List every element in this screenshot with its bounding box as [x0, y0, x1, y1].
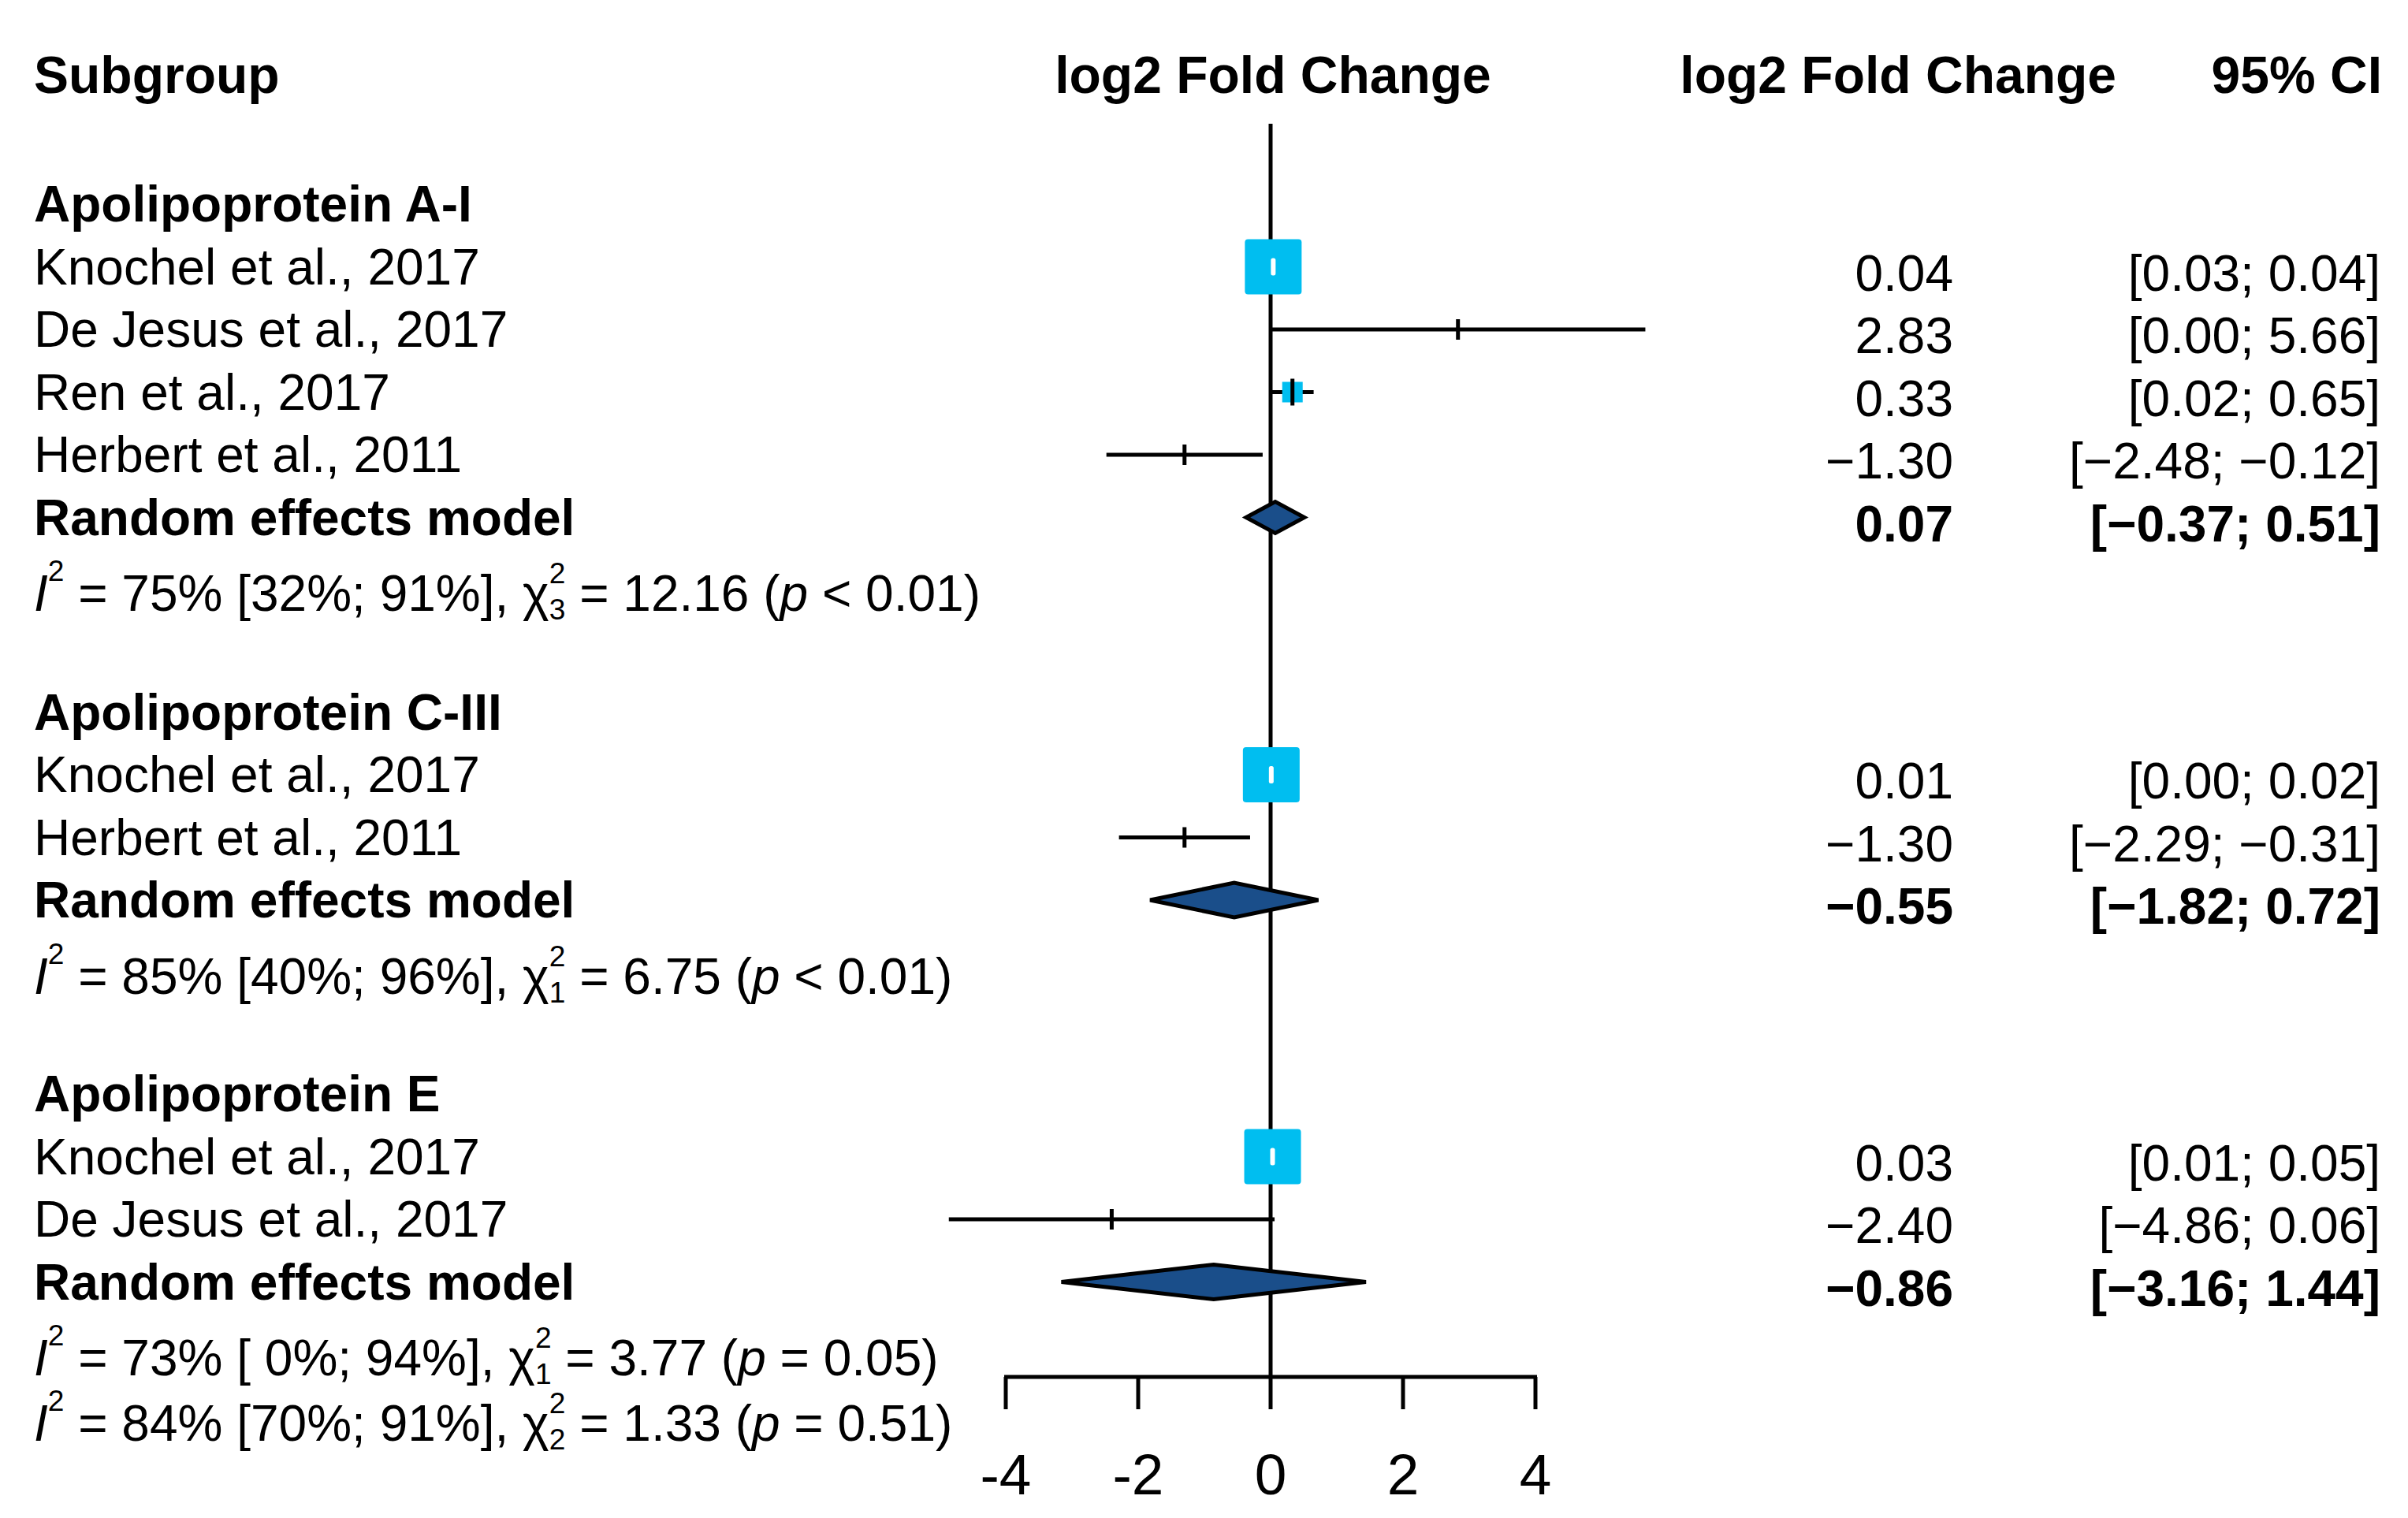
- study-value: −2.40: [1826, 1198, 1953, 1253]
- heterogeneity-stats: I2 = 75% [32%; 91%], χ23 = 12.16 (p < 0.…: [34, 555, 981, 610]
- study-label: Herbert et al., 2011: [34, 427, 462, 482]
- study-label: Knochel et al., 2017: [34, 240, 480, 295]
- point-estimate-tick: [1269, 766, 1274, 783]
- summary-diamond: [1246, 502, 1304, 534]
- heterogeneity-stats: I2 = 73% [ 0%; 94%], χ21 = 3.77 (p = 0.0…: [34, 1319, 939, 1375]
- study-ci: [−4.86; 0.06]: [2098, 1198, 2380, 1253]
- subgroup-header: Subgroup: [34, 47, 280, 102]
- value-column-header: log2 Fold Change: [1680, 47, 2116, 102]
- study-value: 0.01: [1855, 753, 1953, 809]
- subgroup-title: Apolipoprotein A-I: [34, 177, 472, 232]
- x-axis-tick-label: 0: [1255, 1445, 1287, 1505]
- x-axis-tick-label: -4: [981, 1445, 1032, 1505]
- study-ci: [0.03; 0.04]: [2128, 246, 2380, 301]
- study-ci: [−3.16; 1.44]: [2090, 1261, 2380, 1316]
- plot-title-header: log2 Fold Change: [1055, 47, 1491, 102]
- study-label: Ren et al., 2017: [34, 365, 390, 420]
- study-value: −1.30: [1826, 817, 1953, 872]
- heterogeneity-stats: I2 = 85% [40%; 96%], χ21 = 6.75 (p < 0.0…: [34, 938, 952, 993]
- study-label: Knochel et al., 2017: [34, 747, 480, 802]
- subgroup-title: Apolipoprotein C-III: [34, 685, 502, 740]
- point-estimate-tick: [1271, 1148, 1275, 1166]
- ci-column-header: 95% CI: [2212, 47, 2382, 102]
- summary-diamond: [1150, 883, 1318, 917]
- x-axis-tick-label: 2: [1387, 1445, 1420, 1505]
- study-label: Knochel et al., 2017: [34, 1129, 480, 1185]
- study-value: 0.04: [1855, 246, 1953, 301]
- forest-plot: Subgroup log2 Fold Change log2 Fold Chan…: [0, 0, 2408, 1518]
- study-ci: [0.01; 0.05]: [2128, 1136, 2380, 1191]
- study-ci: [−0.37; 0.51]: [2090, 497, 2380, 552]
- study-value: 0.33: [1855, 371, 1953, 426]
- study-ci: [0.02; 0.65]: [2128, 371, 2380, 426]
- study-ci: [0.00; 0.02]: [2128, 753, 2380, 809]
- study-label: De Jesus et al., 2017: [34, 302, 508, 357]
- summary-diamond: [1062, 1265, 1366, 1300]
- study-label: Herbert et al., 2011: [34, 810, 462, 865]
- x-axis-tick-label: 4: [1520, 1445, 1552, 1505]
- random-effects-label: Random effects model: [34, 872, 575, 928]
- study-value: −0.55: [1826, 879, 1953, 934]
- heterogeneity-stats: I2 = 84% [70%; 91%], χ22 = 1.33 (p = 0.5…: [34, 1385, 952, 1440]
- study-value: 2.83: [1855, 308, 1953, 363]
- x-axis-tick-label: -2: [1113, 1445, 1164, 1505]
- study-value: 0.07: [1855, 497, 1953, 552]
- point-estimate-tick: [1271, 259, 1275, 276]
- random-effects-label: Random effects model: [34, 1255, 575, 1310]
- study-value: −1.30: [1826, 433, 1953, 489]
- study-value: 0.03: [1855, 1136, 1953, 1191]
- study-value: −0.86: [1826, 1261, 1953, 1316]
- study-ci: [−2.48; −0.12]: [2069, 433, 2380, 489]
- subgroup-title: Apolipoprotein E: [34, 1066, 441, 1122]
- study-ci: [0.00; 5.66]: [2128, 308, 2380, 363]
- random-effects-label: Random effects model: [34, 490, 575, 545]
- study-ci: [−2.29; −0.31]: [2069, 817, 2380, 872]
- study-ci: [−1.82; 0.72]: [2090, 879, 2380, 934]
- study-label: De Jesus et al., 2017: [34, 1192, 508, 1247]
